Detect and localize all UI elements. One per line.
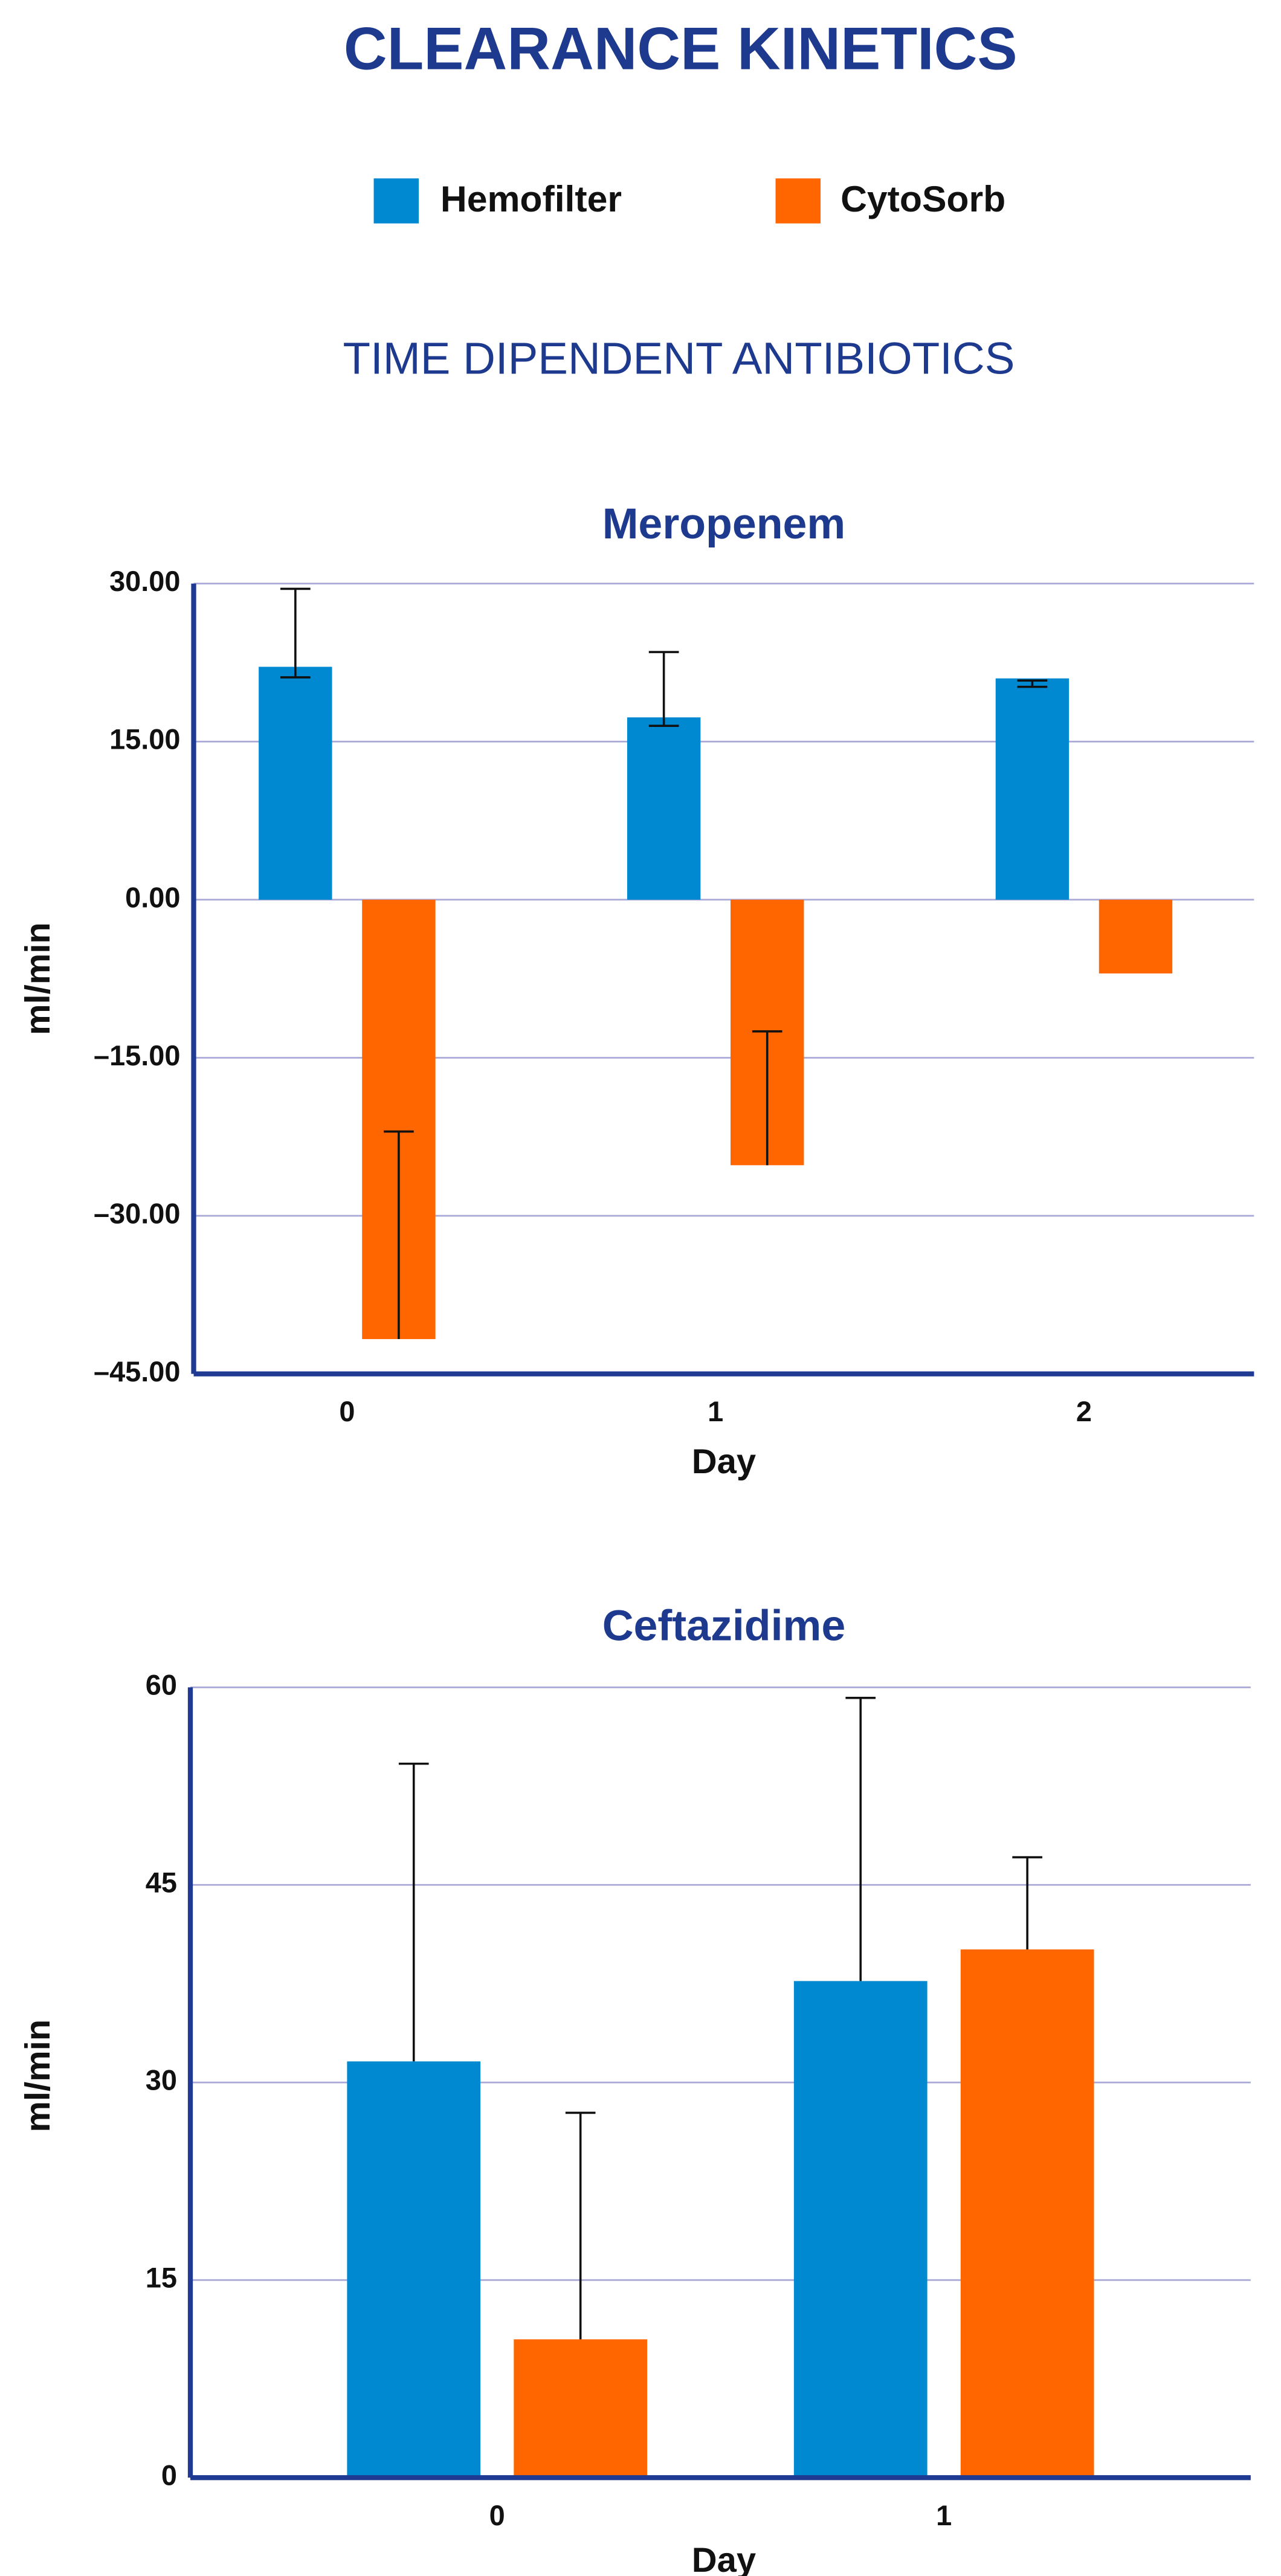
y-tick-label: 30: [146, 2065, 177, 2096]
bar: [1099, 899, 1173, 973]
x-tick-label: 0: [489, 2500, 505, 2531]
y-tick-label: 45: [146, 1867, 177, 1899]
y-tick-label: –30.00: [94, 1198, 180, 1229]
bar: [259, 667, 332, 900]
y-tick-label: –45.00: [94, 1356, 180, 1387]
legend-label: CytoSorb: [841, 178, 1005, 219]
y-tick-label: 15: [146, 2262, 177, 2294]
y-tick-label: 30.00: [109, 566, 180, 597]
bar: [347, 2061, 481, 2478]
bar: [960, 1949, 1094, 2478]
subtitle: TIME DIPENDENT ANTIBIOTICS: [343, 333, 1015, 383]
y-axis-label: ml/min: [19, 922, 57, 1035]
y-tick-label: 15.00: [109, 724, 180, 755]
x-tick-label: 1: [708, 1396, 723, 1427]
x-tick-label: 2: [1076, 1396, 1092, 1427]
legend-swatch: [373, 178, 419, 224]
bar: [995, 678, 1070, 900]
x-tick-label: 1: [936, 2500, 952, 2531]
legend-label: Hemofilter: [440, 178, 622, 219]
page-title: CLEARANCE KINETICS: [344, 16, 1018, 83]
legend-swatch: [775, 178, 821, 224]
x-axis-label: Day: [692, 1442, 756, 1481]
y-axis-label: ml/min: [19, 2019, 57, 2132]
y-tick-label: 0: [161, 2460, 177, 2491]
x-axis-label: Day: [692, 2541, 756, 2576]
chart-title: Ceftazidime: [602, 1602, 846, 1650]
bar: [793, 1981, 928, 2478]
chart-title: Meropenem: [602, 500, 846, 548]
y-tick-label: 60: [146, 1670, 177, 1701]
bar: [627, 717, 701, 900]
bar: [514, 2339, 648, 2478]
y-tick-label: –15.00: [94, 1040, 180, 1071]
x-tick-label: 0: [339, 1396, 355, 1427]
y-tick-label: 0.00: [125, 882, 180, 913]
